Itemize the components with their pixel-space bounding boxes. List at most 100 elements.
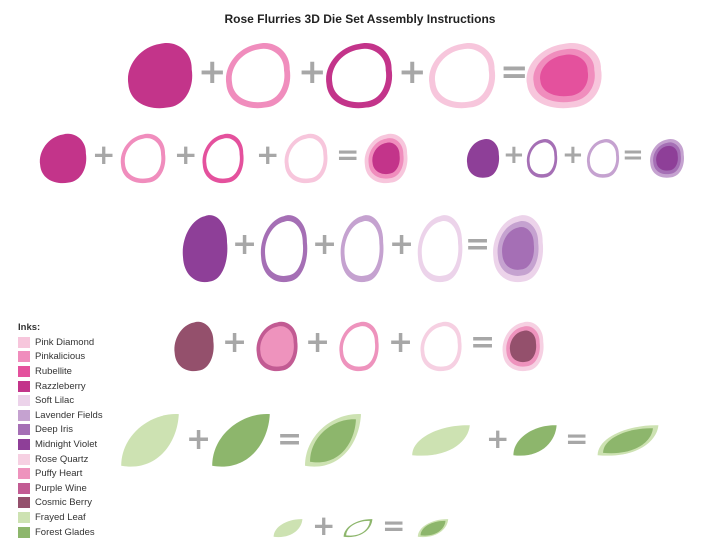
legend-item: Razzleberry <box>18 379 103 394</box>
legend-heading: Inks: <box>18 322 41 333</box>
plus-sign: + <box>298 51 327 92</box>
legend-swatch <box>18 409 30 421</box>
die-layer <box>182 215 228 283</box>
legend-label: Puffy Heart <box>35 468 83 480</box>
shape-layer <box>421 221 459 276</box>
die-layer <box>39 133 87 184</box>
legend-item: Deep Iris <box>18 423 103 438</box>
legend-label: Forest Glades <box>35 526 95 538</box>
assembled-flower <box>493 215 544 283</box>
equals-sign: = <box>336 138 360 172</box>
legend-swatch <box>18 438 30 450</box>
leaf-vein-die <box>343 519 373 538</box>
shape-layer <box>288 138 324 179</box>
shape-layer <box>372 142 400 175</box>
plus-sign: + <box>92 138 116 172</box>
plus-sign: + <box>562 140 584 171</box>
shape-layer <box>124 138 162 179</box>
assembled-leaf <box>417 519 449 538</box>
assembled-flower <box>650 138 685 178</box>
shape-layer <box>540 54 589 97</box>
die-layer <box>340 215 384 283</box>
legend-label: Rose Quartz <box>35 453 89 465</box>
assembled-leaves <box>597 425 659 456</box>
die-layer <box>417 215 463 283</box>
leaf-die <box>121 414 179 467</box>
plus-sign: + <box>388 325 414 360</box>
plus-sign: + <box>256 138 280 172</box>
shape-layer <box>331 48 387 103</box>
legend-label: Pinkalicious <box>35 351 86 363</box>
legend-item: Puffy Heart <box>18 466 103 481</box>
die-layer <box>429 42 496 109</box>
equals-sign: = <box>382 509 406 543</box>
plus-sign: + <box>389 227 415 262</box>
equals-sign: = <box>465 227 491 262</box>
plus-sign: + <box>174 138 198 172</box>
die-layer <box>174 321 214 372</box>
shape-layer <box>273 519 303 538</box>
legend-item: Lavender Fields <box>18 408 103 423</box>
die-layer <box>326 42 393 109</box>
die-layer <box>284 133 328 184</box>
legend-swatch <box>18 497 30 509</box>
shape-layer <box>420 520 446 536</box>
legend-label: Frayed Leaf <box>35 511 86 523</box>
die-layer <box>260 215 308 283</box>
legend-label: Rubellite <box>35 365 72 377</box>
plus-sign: + <box>312 227 338 262</box>
shape-layer <box>529 142 555 175</box>
equals-sign: = <box>622 140 644 171</box>
legend-label: Cosmic Berry <box>35 497 93 509</box>
shape-layer <box>265 221 304 276</box>
die-layer <box>339 321 379 372</box>
shape-layer <box>310 419 356 463</box>
assembled-rose <box>526 42 602 109</box>
shape-layer <box>212 414 270 467</box>
legend-swatch <box>18 526 30 538</box>
plus-sign: + <box>398 51 427 92</box>
die-layer <box>127 42 193 109</box>
shape-layer <box>342 326 376 367</box>
plus-sign: + <box>305 325 331 360</box>
legend-swatch <box>18 365 30 377</box>
leaf-die <box>273 519 303 538</box>
shape-layer <box>346 520 370 536</box>
assembled-rose <box>502 321 544 372</box>
shape-layer <box>127 42 193 109</box>
shape-layer <box>513 425 557 456</box>
stem-die <box>513 425 557 456</box>
die-layer <box>202 133 244 184</box>
legend-label: Midnight Violet <box>35 438 98 450</box>
leaf-die <box>212 414 270 467</box>
legend-item: Pink Diamond <box>18 335 103 350</box>
legend-item: Rubellite <box>18 364 103 379</box>
plus-sign: + <box>232 227 258 262</box>
legend-swatch <box>18 380 30 392</box>
equals-sign: = <box>500 51 529 92</box>
legend-label: Deep Iris <box>35 424 74 436</box>
shape-layer <box>39 133 87 184</box>
plus-sign: + <box>222 325 248 360</box>
legend-swatch <box>18 511 30 523</box>
shape-layer <box>121 414 179 467</box>
shape-layer <box>344 221 380 276</box>
die-layer <box>526 138 558 178</box>
shape-layer <box>206 138 240 179</box>
legend-item: Purple Wine <box>18 481 103 496</box>
plus-sign: + <box>486 422 510 456</box>
legend-item: Forest Glades <box>18 525 103 540</box>
shape-layer <box>424 326 458 367</box>
assembled-rose <box>364 133 408 184</box>
equals-sign: = <box>277 422 303 457</box>
legend-item: Midnight Violet <box>18 437 103 452</box>
plus-sign: + <box>186 422 212 457</box>
die-layer <box>420 321 462 372</box>
plus-sign: + <box>503 140 525 171</box>
die-layer <box>120 133 166 184</box>
equals-sign: = <box>470 325 496 360</box>
shape-layer <box>434 48 490 103</box>
legend-swatch <box>18 351 30 363</box>
legend-item: Soft Lilac <box>18 393 103 408</box>
page-title: Rose Flurries 3D Die Set Assembly Instru… <box>224 12 496 26</box>
